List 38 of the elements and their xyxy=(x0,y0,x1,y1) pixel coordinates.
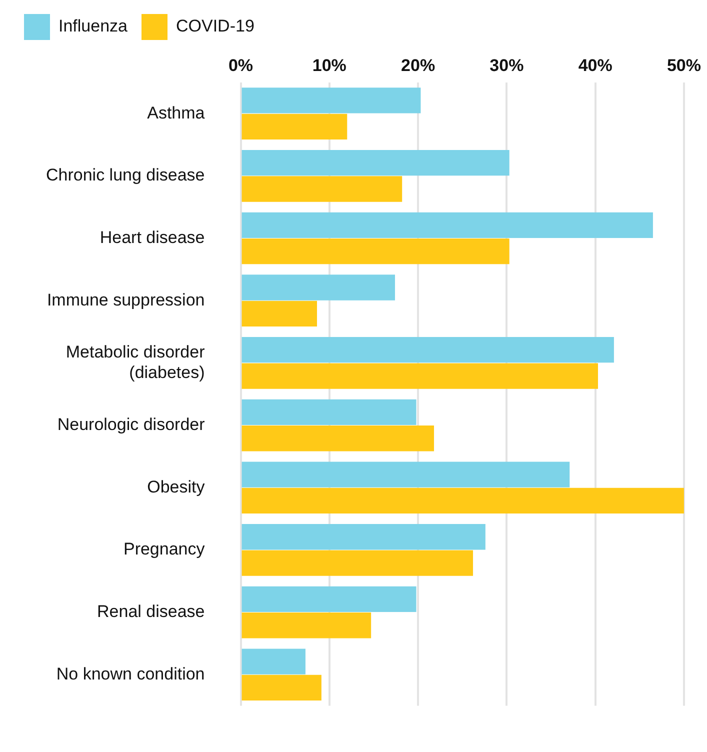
bar xyxy=(242,612,372,638)
y-tick-label: Chronic lung disease xyxy=(46,166,205,185)
bar xyxy=(242,212,653,238)
y-tick-label: Asthma xyxy=(147,103,206,122)
bar xyxy=(242,462,570,488)
bar xyxy=(242,399,416,426)
x-tick-label: 30% xyxy=(490,56,524,75)
x-tick-label: 50% xyxy=(666,56,702,75)
bar xyxy=(242,426,434,452)
bar xyxy=(242,648,306,674)
y-tick-label: No known condition xyxy=(56,664,205,684)
bar xyxy=(242,674,322,701)
x-tick-label: 40% xyxy=(578,56,612,75)
legend-label: COVID-19 xyxy=(176,16,254,36)
bar xyxy=(242,300,317,327)
bar xyxy=(242,238,510,264)
y-tick-label: Immune suppression xyxy=(46,290,205,310)
bar xyxy=(242,550,474,576)
bar xyxy=(242,114,348,140)
bar xyxy=(242,150,510,176)
y-tick-label: Neurologic disorder xyxy=(57,414,206,434)
bar xyxy=(242,274,396,300)
y-tick-label: Obesity xyxy=(147,477,206,496)
bar xyxy=(242,488,684,514)
x-tick-label: 10% xyxy=(312,56,346,75)
y-tick-label: Metabolic disorder (diabetes) xyxy=(66,342,206,382)
y-tick-label: Pregnancy xyxy=(123,540,206,559)
y-tick-label: Renal disease xyxy=(97,602,205,621)
bar xyxy=(242,586,416,612)
bar xyxy=(242,337,614,363)
bar xyxy=(242,363,598,389)
legend-label: Influenza xyxy=(58,16,128,36)
y-tick-label: Heart disease xyxy=(100,228,205,247)
x-tick-label: 20% xyxy=(401,56,436,75)
x-tick-label: 0% xyxy=(228,56,254,75)
bar xyxy=(242,88,421,114)
bar xyxy=(242,524,486,550)
bar xyxy=(242,176,402,202)
